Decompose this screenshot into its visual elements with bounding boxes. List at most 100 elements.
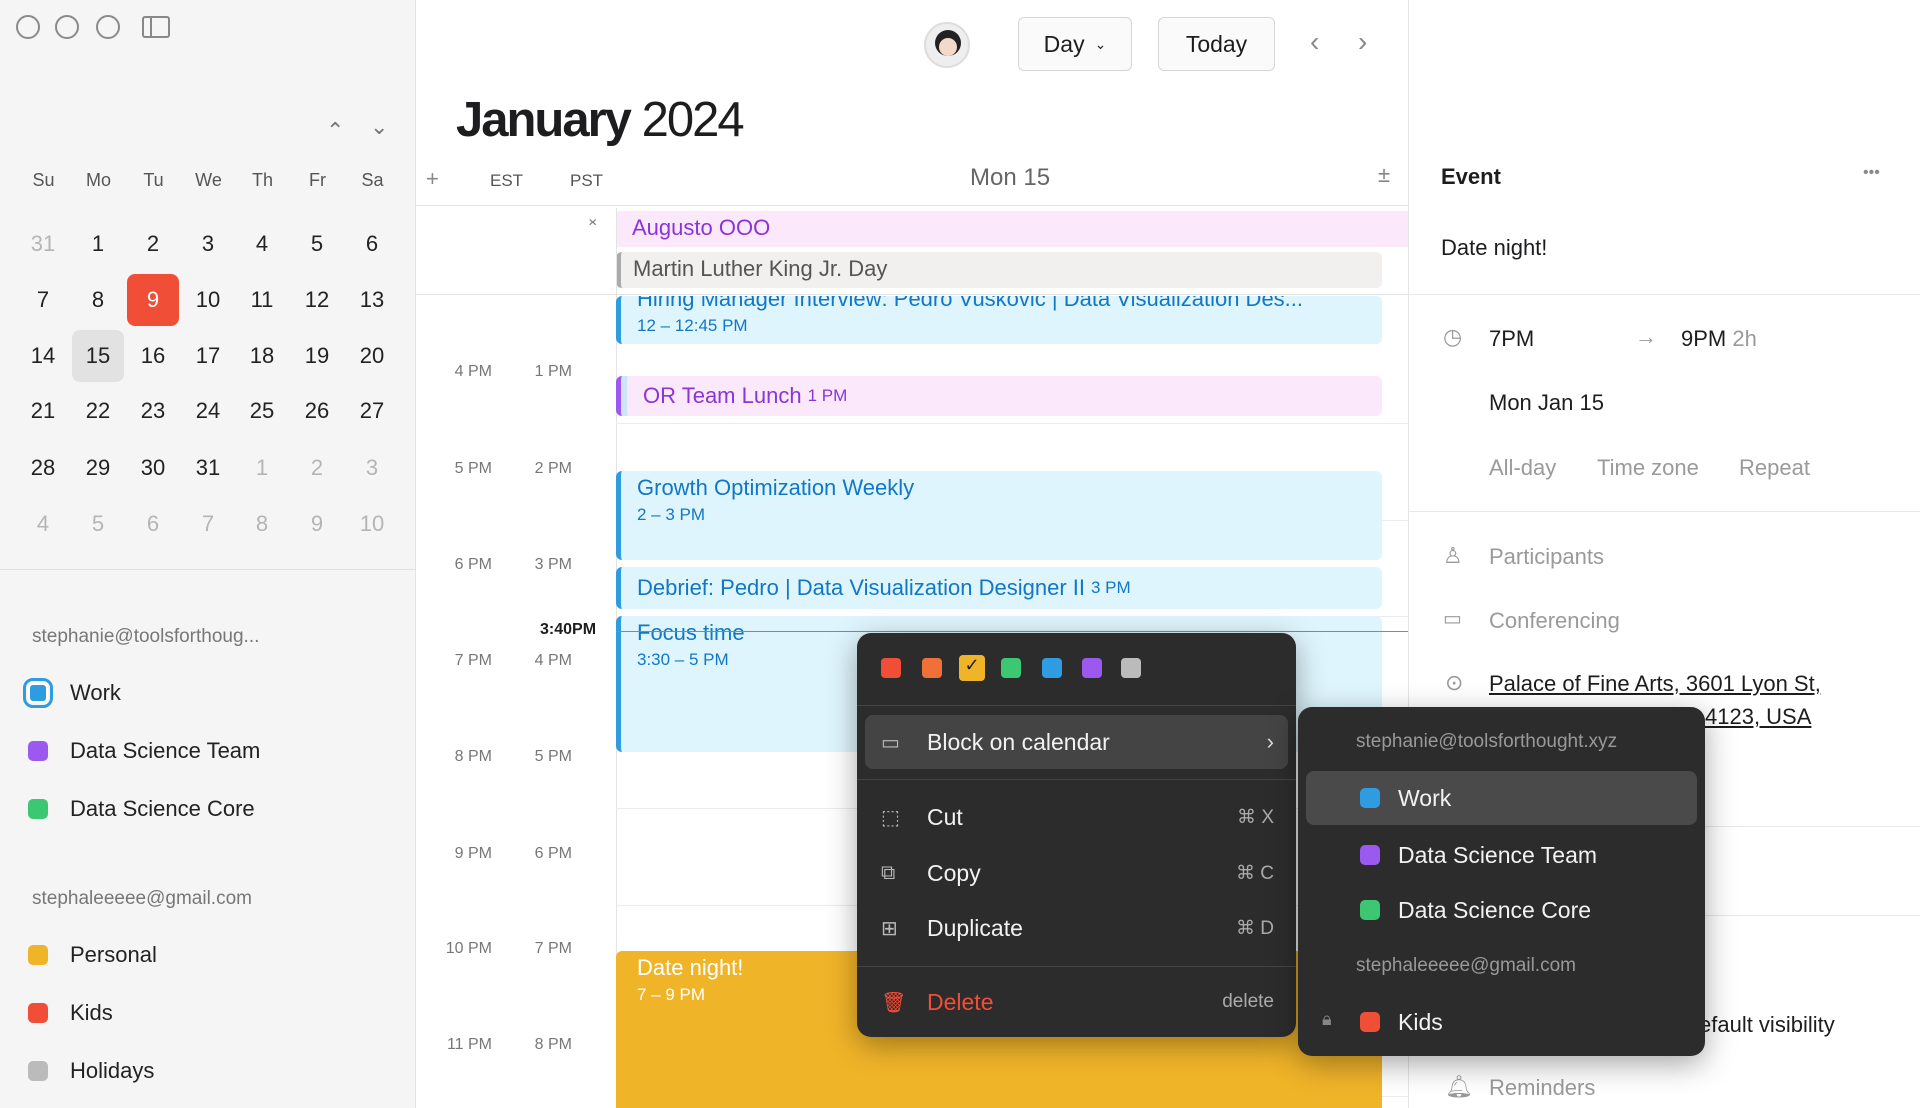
calendar-item[interactable]: Kids xyxy=(28,1000,113,1026)
reminders-input[interactable]: Reminders xyxy=(1489,1075,1596,1100)
event-debrief[interactable]: Debrief: Pedro | Data Visualization Desi… xyxy=(616,567,1382,609)
prev-month-button[interactable]: ⌃ xyxy=(326,118,345,143)
mini-calendar-day[interactable]: 24 xyxy=(195,398,221,423)
mini-calendar-day[interactable]: 6 xyxy=(146,511,160,536)
event-hiring-interview[interactable]: Hiring Manager Interview: Pedro Vuskovic… xyxy=(616,296,1382,344)
mini-calendar-day[interactable]: 28 xyxy=(30,455,56,480)
color-swatch[interactable] xyxy=(1121,658,1141,678)
calendar-item[interactable]: Work xyxy=(23,678,121,708)
mini-calendar-day[interactable]: 10 xyxy=(195,287,221,312)
menu-item-cut[interactable]: ⬚ Cut ⌘ X xyxy=(881,803,1274,830)
location-link[interactable]: Palace of Fine Arts, 3601 Lyon St, xyxy=(1489,671,1821,696)
mini-calendar-day[interactable]: 29 xyxy=(85,455,111,480)
event-or-team-lunch[interactable]: OR Team Lunch 1 PM xyxy=(616,376,1382,416)
more-options-button[interactable]: ••• xyxy=(1863,164,1880,181)
mini-calendar-day[interactable]: 30 xyxy=(140,455,166,480)
color-swatch-selected[interactable]: ✓ xyxy=(959,655,985,681)
calendar-item[interactable]: Holidays xyxy=(28,1058,154,1084)
conferencing-input[interactable]: Conferencing xyxy=(1489,608,1620,633)
mini-calendar-day[interactable]: 26 xyxy=(304,398,330,423)
event-title-input[interactable]: Date night! xyxy=(1441,235,1548,260)
prev-day-button[interactable]: ‹ xyxy=(1310,26,1320,57)
mini-calendar-day[interactable]: 5 xyxy=(91,511,105,536)
mini-calendar-day[interactable]: 13 xyxy=(359,287,385,312)
color-swatch[interactable] xyxy=(881,658,901,678)
visibility-select[interactable]: efault visibility xyxy=(1699,1012,1835,1037)
start-time[interactable]: 7PM xyxy=(1489,326,1535,351)
mini-calendar-day[interactable]: 25 xyxy=(249,398,275,423)
location-link-line2[interactable]: 4123, USA xyxy=(1705,704,1812,729)
submenu-item-data-science-team[interactable]: Data Science Team xyxy=(1306,828,1697,882)
menu-item-block-on-calendar[interactable]: ▭ Block on calendar › xyxy=(865,715,1288,769)
menu-item-copy[interactable]: ⧉ Copy ⌘ C xyxy=(881,859,1274,886)
calendar-item[interactable]: Data Science Team xyxy=(28,738,260,764)
calendar-item[interactable]: Personal xyxy=(28,942,157,968)
sidebar-toggle-icon[interactable] xyxy=(142,16,170,38)
mini-calendar-day[interactable]: 9 xyxy=(127,274,179,326)
mini-calendar-day[interactable]: 22 xyxy=(85,398,111,423)
color-swatch[interactable] xyxy=(1042,658,1062,678)
mini-calendar-day[interactable]: 2 xyxy=(310,455,324,480)
mini-calendar-day[interactable]: 7 xyxy=(201,511,215,536)
repeat-button[interactable]: Repeat xyxy=(1739,455,1810,480)
mini-calendar-day[interactable]: 1 xyxy=(255,455,269,480)
view-select[interactable]: Day ⌄ xyxy=(1018,17,1132,71)
mini-calendar-day[interactable]: 8 xyxy=(255,511,269,536)
mini-calendar-day[interactable]: 21 xyxy=(30,398,56,423)
mini-calendar-day[interactable]: 1 xyxy=(91,231,105,256)
event-date[interactable]: Mon Jan 15 xyxy=(1489,390,1604,415)
mini-calendar-day[interactable]: 10 xyxy=(359,511,385,536)
mini-calendar-day[interactable]: 9 xyxy=(310,511,324,536)
mini-calendar-day[interactable]: 7 xyxy=(36,287,50,312)
submenu-item-data-science-core[interactable]: Data Science Core xyxy=(1306,883,1697,937)
mini-calendar-day[interactable]: 5 xyxy=(310,231,324,256)
mini-calendar-day[interactable]: 17 xyxy=(195,343,221,368)
mini-calendar-day[interactable]: 20 xyxy=(359,343,385,368)
mini-calendar-day[interactable]: 18 xyxy=(249,343,275,368)
mini-calendar-day[interactable]: 16 xyxy=(140,343,166,368)
calendar-color-swatch[interactable] xyxy=(28,799,48,819)
timezone-button[interactable]: Time zone xyxy=(1597,455,1699,480)
expand-button[interactable]: ± xyxy=(1378,162,1391,187)
mini-calendar-day[interactable]: 3 xyxy=(201,231,215,256)
mini-calendar-day[interactable]: 14 xyxy=(30,343,56,368)
today-button[interactable]: Today xyxy=(1158,17,1275,71)
color-swatch[interactable] xyxy=(1082,658,1102,678)
mini-calendar-day[interactable]: 31 xyxy=(30,231,56,256)
mini-calendar-day[interactable]: 8 xyxy=(91,287,105,312)
participants-input[interactable]: Participants xyxy=(1489,544,1604,569)
rss-icon[interactable] xyxy=(28,1061,48,1081)
submenu-item-kids[interactable]: Kids xyxy=(1306,995,1697,1049)
mini-calendar-day[interactable]: 2 xyxy=(146,231,160,256)
mini-calendar-day[interactable]: 15 xyxy=(72,330,124,382)
submenu-item-work[interactable]: Work xyxy=(1306,771,1697,825)
menu-item-delete[interactable]: 🗑︎ Delete delete xyxy=(881,988,1274,1015)
mini-calendar-day[interactable]: 11 xyxy=(250,287,274,312)
mini-calendar-day[interactable]: 4 xyxy=(255,231,269,256)
calendar-color-swatch[interactable] xyxy=(28,1003,48,1023)
mini-calendar-day[interactable]: 3 xyxy=(365,455,379,480)
calendar-color-swatch[interactable] xyxy=(28,741,48,761)
collapse-allday-icon[interactable]: ⌄ ⌃ xyxy=(586,210,600,237)
mini-calendar-day[interactable]: 12 xyxy=(304,287,330,312)
next-month-button[interactable]: ⌄ xyxy=(370,114,389,139)
allday-event[interactable]: Martin Luther King Jr. Day xyxy=(616,252,1382,288)
calendar-color-swatch[interactable] xyxy=(28,945,48,965)
close-window-button[interactable] xyxy=(16,15,40,39)
color-swatch[interactable] xyxy=(1001,658,1021,678)
avatar[interactable] xyxy=(924,22,970,68)
color-swatch[interactable] xyxy=(922,658,942,678)
mini-calendar-day[interactable]: 31 xyxy=(195,455,221,480)
calendar-item[interactable]: Data Science Core xyxy=(28,796,255,822)
mini-calendar-day[interactable]: 4 xyxy=(36,511,50,536)
menu-item-duplicate[interactable]: ⊞ Duplicate ⌘ D xyxy=(881,914,1274,941)
mini-calendar-day[interactable]: 27 xyxy=(359,398,385,423)
allday-event[interactable]: Augusto OOO xyxy=(616,211,1408,247)
minimize-window-button[interactable] xyxy=(55,15,79,39)
allday-toggle[interactable]: All-day xyxy=(1489,455,1557,480)
mini-calendar-day[interactable]: 6 xyxy=(365,231,379,256)
add-timezone-button[interactable]: + xyxy=(426,166,439,191)
end-time[interactable]: 9PM xyxy=(1681,326,1727,351)
next-day-button[interactable]: › xyxy=(1358,26,1368,57)
mini-calendar-day[interactable]: 23 xyxy=(140,398,166,423)
